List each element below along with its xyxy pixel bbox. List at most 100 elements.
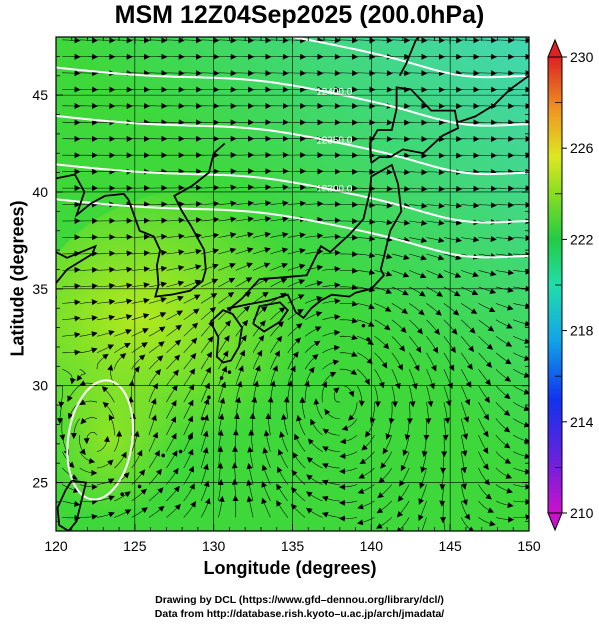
wind-arrow [426,352,437,372]
wind-arrow [391,185,411,192]
wind-arrow [148,341,165,354]
wind-arrow [460,402,470,423]
wind-arrow [246,479,254,502]
coast-china-south [56,244,98,299]
wind-arrow [409,169,428,176]
wind-arrow [166,400,177,419]
wind-arrow [478,451,489,471]
wind-arrow [166,485,180,502]
wind-arrow [201,37,220,44]
coast-island [120,492,125,496]
wind-arrow [426,70,445,77]
wind-arrow [235,231,254,238]
wind-arrow [478,336,494,350]
wind-arrow [286,380,293,403]
wind-arrow [356,517,375,526]
wind-arrow [166,265,185,271]
wind-arrow [79,435,86,456]
wind-arrow [62,283,81,290]
wind-arrow [322,359,340,370]
wind-arrow [79,299,98,306]
wind-arrow [322,298,341,305]
coastlines [56,37,529,531]
wind-arrow [287,232,306,239]
wind-arrow [339,368,358,375]
wind-arrow [131,366,140,386]
wind-arrow [339,334,358,341]
wind-arrow [391,270,410,278]
wind-arrow [287,70,307,77]
wind-arrow [108,414,115,436]
wind-arrow [200,480,210,502]
coast-honshu [227,163,403,320]
wind-arrow [166,217,185,224]
wind-arrow [376,517,392,529]
coast-island [366,337,370,342]
colorbar-tick-label: 222 [570,231,594,247]
wind-arrow [253,53,272,60]
wind-arrow [461,185,480,192]
wind-arrow [339,70,359,77]
wind-arrow [270,247,289,255]
x-tick-label: 125 [123,538,147,554]
wind-arrow [478,418,489,438]
wind-arrow [114,491,131,502]
warm-region-south [56,360,180,520]
wind-arrow [201,70,220,77]
wind-arrow [426,253,445,261]
wind-arrow [217,462,224,485]
wind-arrow [287,365,296,386]
wind-arrow [374,253,393,260]
wind-arrow [338,515,358,522]
wind-arrow [421,517,427,531]
wind-arrow [83,432,98,445]
wind-arrow [79,315,98,322]
coast-kuril [457,74,529,124]
wind-arrow [235,184,255,191]
wind-arrow [166,233,185,240]
wind-arrow [287,337,302,353]
wind-arrow [96,330,115,337]
wind-arrow [339,317,359,324]
wind-arrow [79,331,98,338]
wind-arrow [426,219,445,226]
wind-arrow [426,336,439,354]
wind-arrow [281,413,289,436]
wind-arrow [114,298,133,305]
colorbar-tick-label: 210 [570,505,594,521]
wind-arrow [391,385,398,408]
wind-arrow [513,70,529,77]
wind-arrow [348,402,358,421]
wind-arrow [252,365,261,386]
wind-arrow [396,517,410,531]
wind-arrow [443,185,463,192]
wind-arrow [374,202,393,209]
wind-arrow [306,456,323,469]
wind-arrow [495,369,511,382]
wind-arrow [339,37,359,44]
wind-arrow [356,368,370,386]
wind-arrow [322,37,341,44]
wind-arrow [391,369,401,390]
wind-arrow [166,295,184,304]
wind-arrow [62,37,81,44]
wind-arrow [80,417,98,425]
wind-arrow [287,53,307,60]
wind-arrow [287,37,307,44]
coast-sakhalin [398,37,420,77]
wind-arrow [183,368,196,386]
wind-arrow [305,491,323,502]
credit-data: Data from http://database.rish.kyoto–u.a… [154,608,445,620]
wind-arrow [324,408,340,419]
wind-arrow [201,184,220,191]
colorbar-tick-label: 226 [570,140,594,156]
wind-arrow [183,337,198,353]
wind-arrow [478,270,497,277]
coast-island [200,416,205,421]
wind-arrow [461,202,480,209]
colorbar-bottom-extension [547,512,563,532]
wind-arrow [183,465,194,485]
wind-arrow [478,70,497,77]
wind-arrow [102,401,115,419]
wind-arrow [148,505,165,518]
